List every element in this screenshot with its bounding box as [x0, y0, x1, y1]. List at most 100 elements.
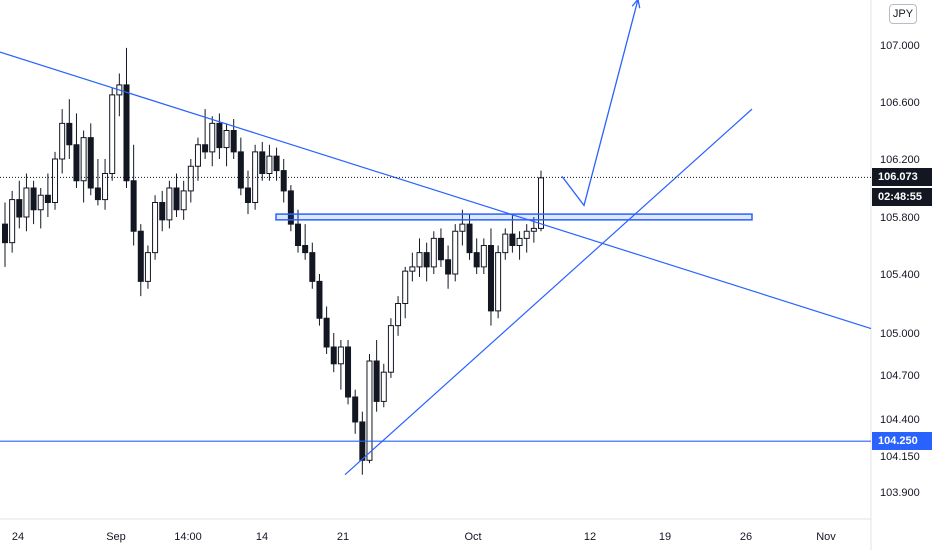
candle-body	[337, 346, 344, 365]
trend-line[interactable]	[0, 51, 872, 330]
price-tick-label: 107.000	[880, 40, 920, 52]
price-tick-label: 106.200	[880, 154, 920, 166]
candle-body	[345, 346, 352, 398]
price-tick-label: 105.400	[880, 269, 920, 281]
projection-arrow[interactable]	[561, 0, 639, 207]
candle-body	[538, 177, 544, 229]
candle-body	[445, 259, 452, 275]
candle-body	[295, 223, 302, 246]
time-tick-label: Nov	[816, 531, 836, 543]
candle-body	[387, 325, 394, 373]
candle-body	[452, 230, 459, 275]
candle-body	[187, 165, 194, 192]
trend-line[interactable]	[344, 108, 753, 476]
candle-body	[23, 187, 30, 218]
candle-body	[237, 151, 244, 189]
price-axis[interactable]: 107.000 106.600 106.200 105.800 105.400 105.0…	[880, 40, 920, 499]
time-tick-label: Oct	[464, 531, 481, 543]
candle-body	[223, 130, 230, 149]
candle-body	[109, 94, 116, 174]
candle-body	[180, 190, 187, 211]
candle-body	[80, 137, 87, 182]
time-tick-label: 14:00	[174, 531, 202, 543]
time-tick-label: 24	[12, 531, 24, 543]
candle-body	[409, 266, 416, 272]
candle-body	[373, 360, 380, 402]
level-price-badge: 104.250	[872, 432, 932, 451]
candle-body	[216, 122, 223, 149]
candle-body	[302, 245, 309, 254]
candle-body	[466, 223, 473, 254]
candle-body	[87, 137, 94, 189]
time-tick-label: 19	[659, 531, 671, 543]
candle-body	[52, 158, 59, 203]
candle-body	[280, 170, 287, 192]
candle-body	[523, 230, 530, 239]
candle-body	[323, 317, 330, 348]
arrow-head-icon	[631, 0, 641, 9]
candle-body	[166, 187, 173, 221]
candle-body	[202, 144, 209, 153]
resistance-zone-rectangle[interactable]	[275, 213, 753, 221]
candle-body	[316, 280, 323, 319]
time-axis[interactable]: 24 Sep 14:00 14 21 Oct 12 19 26 Nov	[12, 531, 836, 543]
candle-body	[366, 360, 373, 461]
candle-body	[395, 303, 402, 327]
price-tick-label: 103.900	[880, 487, 920, 499]
candle-body	[152, 202, 159, 254]
candle-body	[159, 202, 166, 221]
candle-body	[37, 194, 44, 211]
candle-body	[502, 233, 509, 254]
price-tick-label: 105.800	[880, 212, 920, 224]
candle-body	[259, 151, 266, 174]
candle-body	[30, 187, 37, 211]
price-tick-label: 106.600	[880, 97, 920, 109]
candle-body	[194, 144, 201, 167]
candle-body	[266, 155, 273, 174]
candle-body	[509, 233, 516, 247]
candle-body	[402, 270, 409, 304]
price-tick-label: 104.400	[880, 414, 920, 426]
candle-body	[16, 199, 23, 218]
candle-body	[530, 227, 537, 232]
candle-body	[273, 155, 280, 172]
candle-body	[94, 187, 101, 201]
candle-body	[437, 237, 444, 261]
time-tick-label: 26	[740, 531, 752, 543]
candle-body	[487, 245, 494, 312]
candle-body	[130, 180, 137, 232]
price-tick-label: 105.000	[880, 328, 920, 340]
time-tick-label: 12	[584, 531, 596, 543]
candle-body	[230, 130, 237, 153]
candle-body	[516, 237, 523, 246]
candle-body	[44, 194, 51, 203]
candle-body	[2, 223, 8, 244]
candle-body	[209, 122, 216, 153]
current-price-badge: 106.073	[872, 168, 932, 187]
candle-body	[102, 173, 109, 201]
candle-body	[430, 237, 437, 268]
candle-body	[9, 199, 16, 244]
candle-body	[59, 122, 66, 160]
candle-body	[423, 252, 430, 268]
candle-body	[473, 252, 480, 268]
candle-body	[495, 252, 502, 312]
time-tick-label: Sep	[106, 531, 126, 543]
candle-body	[287, 190, 294, 225]
currency-button[interactable]: JPY	[889, 4, 917, 24]
candle-body	[309, 252, 316, 282]
price-tick-label: 104.150	[880, 451, 920, 463]
countdown-badge: 02:48:55	[872, 188, 932, 207]
price-tick-label: 104.700	[880, 370, 920, 382]
candle-body	[416, 252, 423, 268]
candle-body	[480, 245, 487, 268]
candle-body	[244, 187, 251, 203]
drawings-layer[interactable]	[0, 0, 872, 476]
candle-body	[330, 346, 337, 365]
candle-body	[123, 84, 130, 182]
candle-body	[144, 252, 151, 282]
time-tick-label: 14	[256, 531, 268, 543]
candlestick-series	[2, 47, 544, 475]
